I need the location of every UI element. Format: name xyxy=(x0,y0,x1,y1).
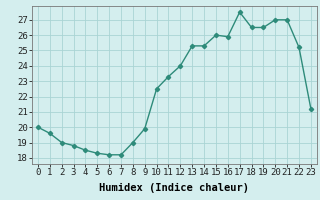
X-axis label: Humidex (Indice chaleur): Humidex (Indice chaleur) xyxy=(100,183,249,193)
